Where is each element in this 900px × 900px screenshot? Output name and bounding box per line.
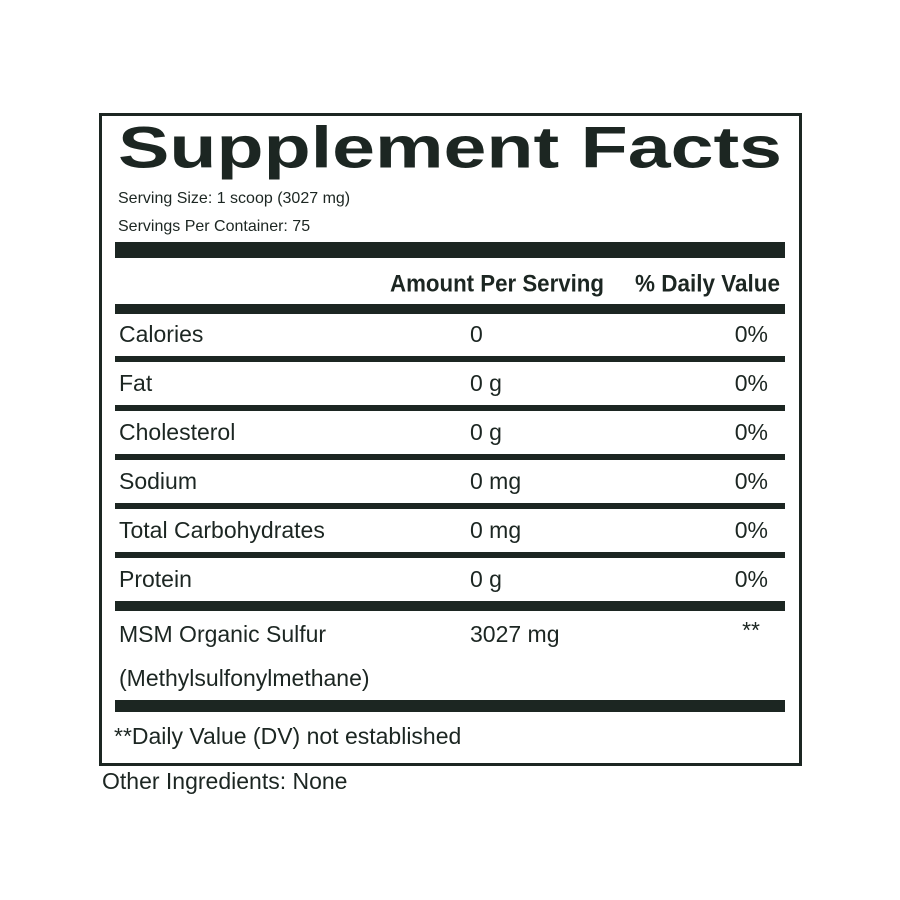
label-border xyxy=(99,113,802,766)
nutrient-name: Total Carbohydrates xyxy=(119,517,325,543)
nutrient-name: Cholesterol xyxy=(119,419,235,445)
header-amount: Amount Per Serving xyxy=(390,270,604,297)
nutrient-name: Fat xyxy=(119,370,153,396)
nutrient-amount: 0 g xyxy=(470,419,502,445)
ingredient-name: MSM Organic Sulfur xyxy=(119,621,326,647)
row-rule xyxy=(115,356,785,362)
footnote: **Daily Value (DV) not established xyxy=(114,723,461,749)
row-rule xyxy=(115,503,785,509)
serving-size: Serving Size: 1 scoop (3027 mg) xyxy=(118,190,350,207)
nutrient-amount: 0 mg xyxy=(470,468,521,494)
nutrient-dv: 0% xyxy=(735,566,768,592)
nutrient-amount: 0 g xyxy=(470,370,502,396)
nutrient-dv: 0% xyxy=(735,468,768,494)
nutrient-amount: 0 mg xyxy=(470,517,521,543)
nutrient-dv: 0% xyxy=(735,419,768,445)
thick-rule xyxy=(115,601,785,611)
ingredient-dv: ** xyxy=(742,617,760,643)
nutrient-dv: 0% xyxy=(735,321,768,347)
other-ingredients: Other Ingredients: None xyxy=(102,768,347,794)
nutrient-name: Calories xyxy=(119,321,203,347)
thick-rule xyxy=(115,242,785,258)
thick-rule xyxy=(115,700,785,712)
label-title: Supplement Facts xyxy=(118,115,782,180)
row-rule xyxy=(115,405,785,411)
nutrient-name: Sodium xyxy=(119,468,197,494)
nutrient-amount: 0 xyxy=(470,321,483,347)
thick-rule xyxy=(115,304,785,314)
nutrient-name: Protein xyxy=(119,566,192,592)
nutrient-dv: 0% xyxy=(735,517,768,543)
row-rule xyxy=(115,552,785,558)
row-rule xyxy=(115,454,785,460)
ingredient-amount: 3027 mg xyxy=(470,621,560,647)
header-daily-value: % Daily Value xyxy=(635,270,780,297)
nutrient-dv: 0% xyxy=(735,370,768,396)
nutrient-amount: 0 g xyxy=(470,566,502,592)
servings-per-container: Servings Per Container: 75 xyxy=(118,218,310,235)
nutrient-rows: Calories 0 0% Fat 0 g 0% Cholesterol 0 g 0% Sodiu… xyxy=(115,321,785,592)
ingredient-name: (Methylsulfonylmethane) xyxy=(119,665,370,691)
